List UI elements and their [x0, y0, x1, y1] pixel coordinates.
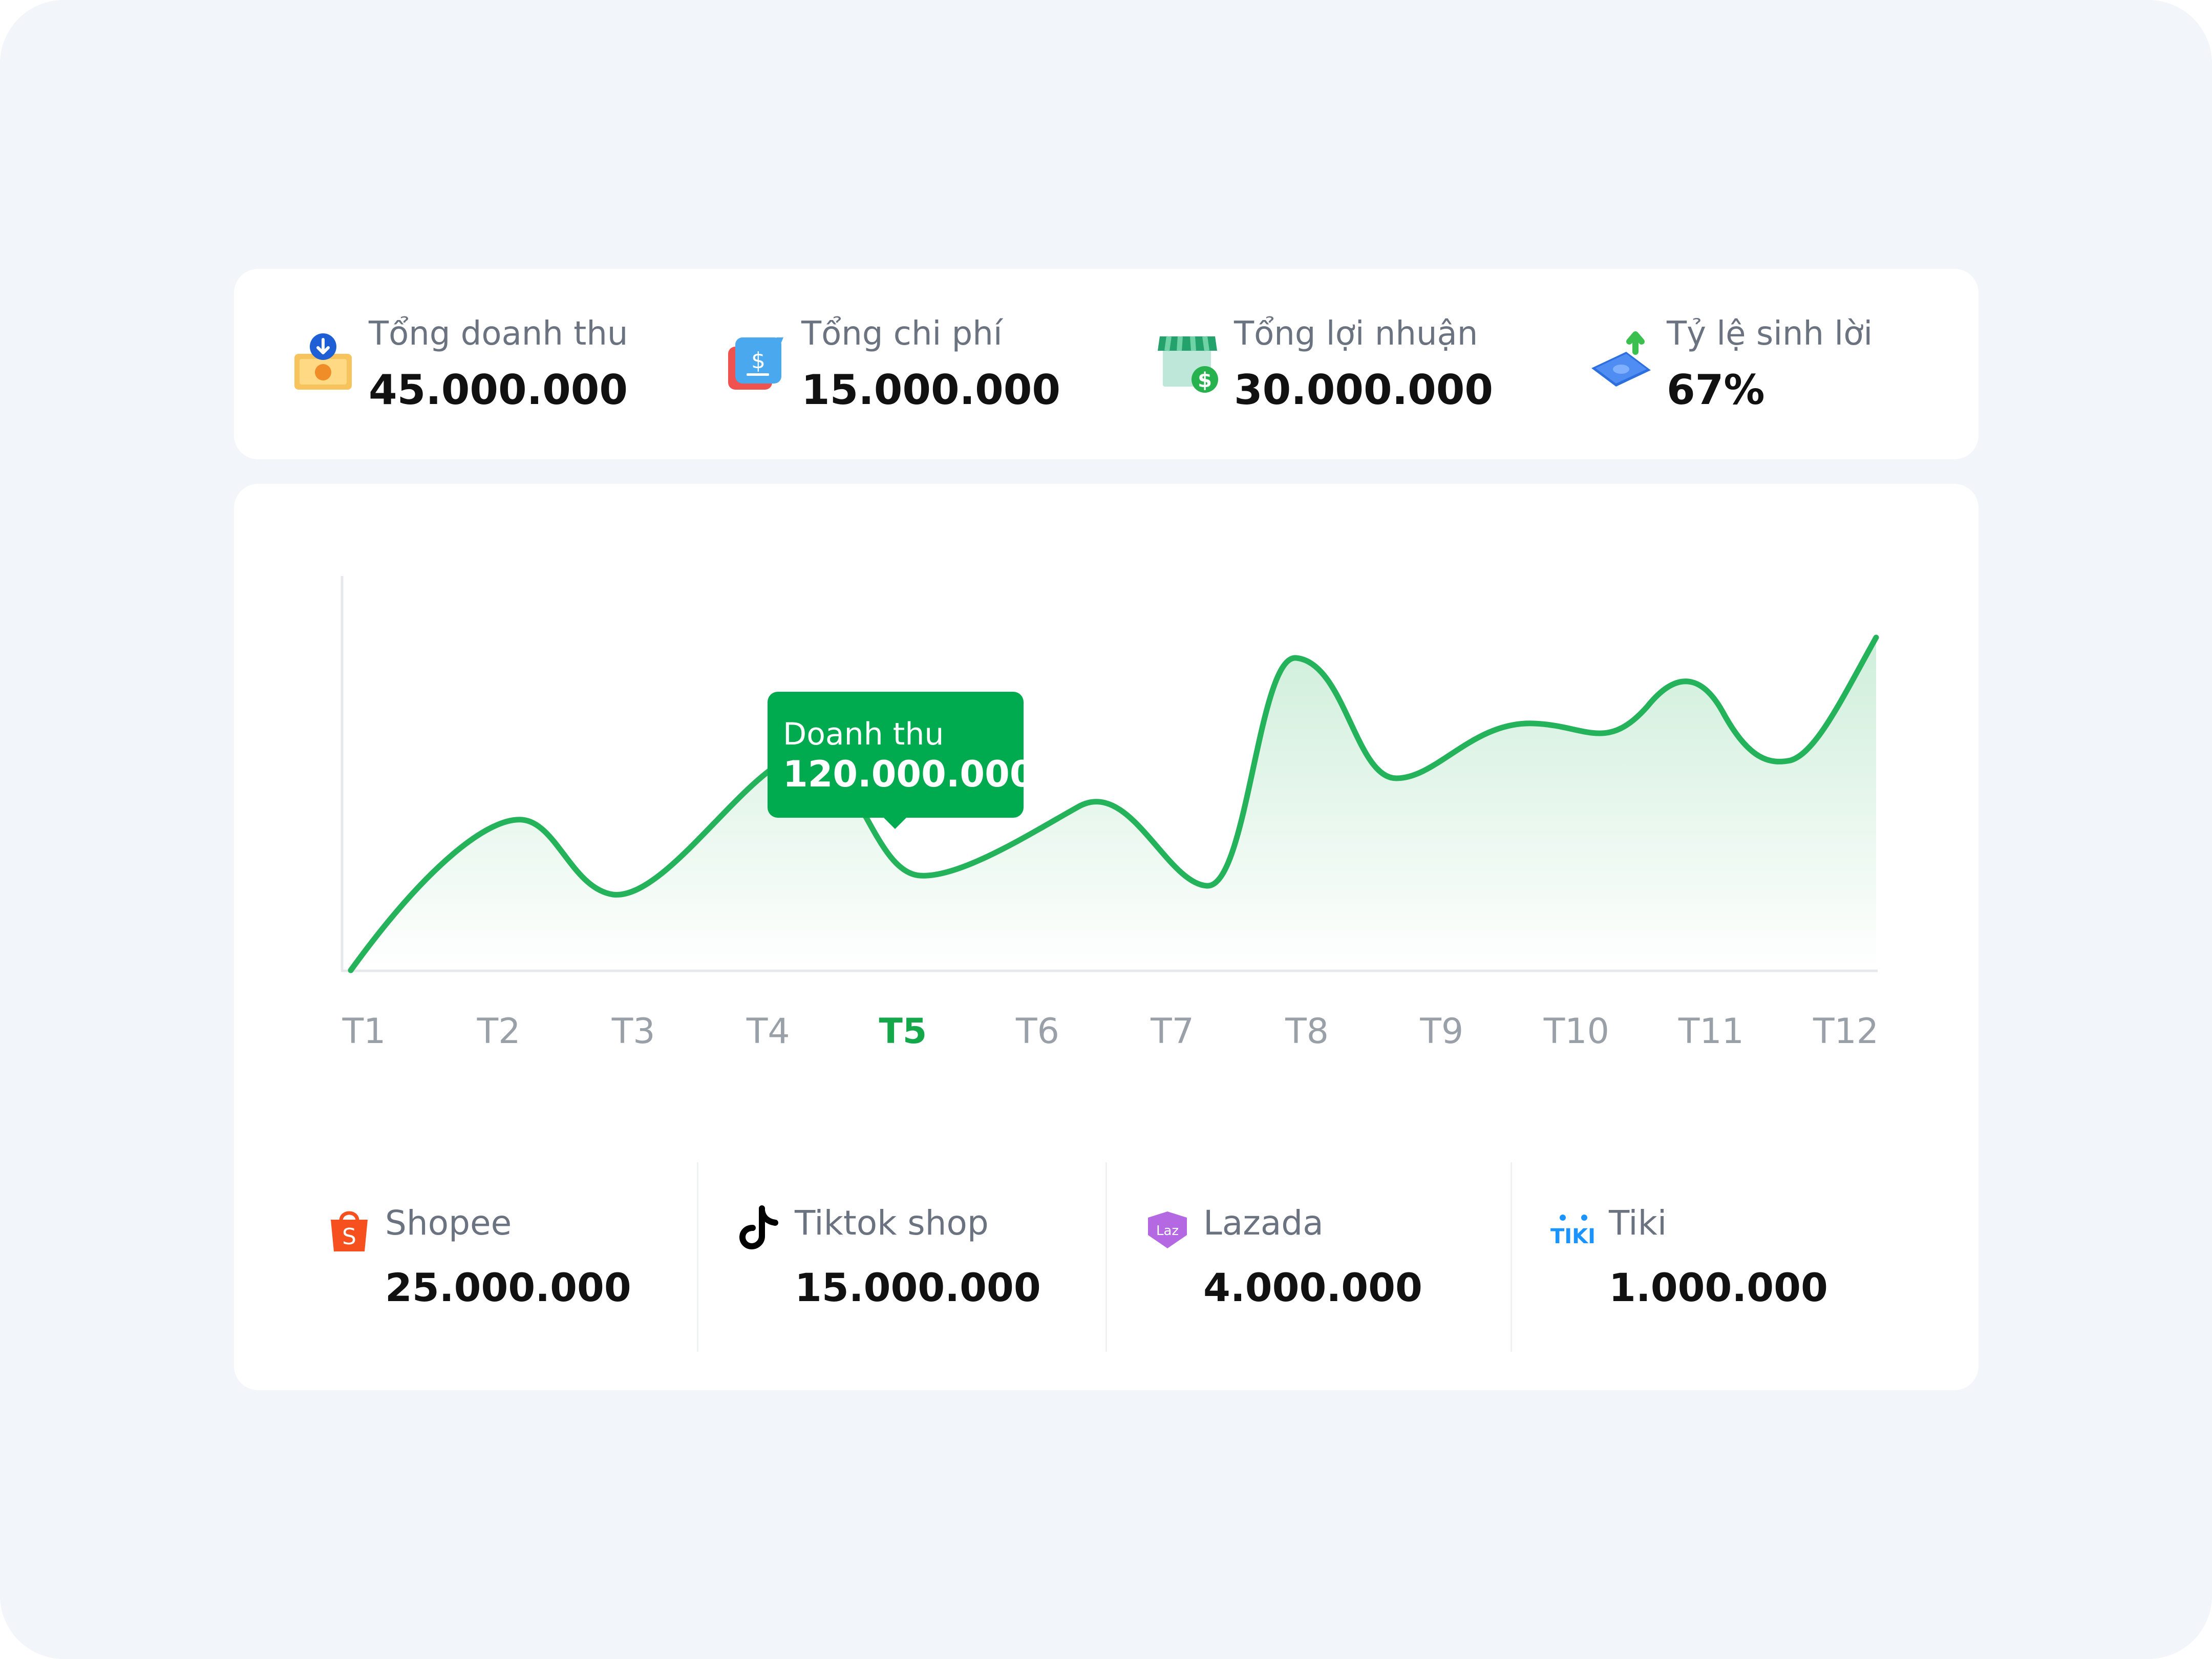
- svg-text:$: $: [1198, 369, 1212, 392]
- x-tick-label[interactable]: T6: [1015, 1011, 1059, 1052]
- svg-text:S: S: [342, 1224, 356, 1250]
- stat-value: 15.000.000: [801, 366, 1061, 414]
- platform-value: 4.000.000: [1203, 1265, 1422, 1310]
- revenue-icon: [294, 333, 352, 390]
- x-tick-label[interactable]: T9: [1419, 1011, 1463, 1052]
- stat-label: Tổng doanh thu: [369, 315, 628, 353]
- platform-value: 15.000.000: [795, 1265, 1041, 1310]
- x-tick-label[interactable]: T11: [1678, 1011, 1744, 1052]
- platform-value: 25.000.000: [385, 1265, 631, 1310]
- profit-store-icon: $: [1158, 336, 1218, 393]
- platform-value: 1.000.000: [1609, 1265, 1828, 1310]
- svg-text:Laz: Laz: [1156, 1223, 1179, 1239]
- x-tick-label[interactable]: T1: [342, 1011, 386, 1052]
- platform-name: Shopee: [385, 1203, 512, 1243]
- x-tick-label[interactable]: T10: [1543, 1011, 1609, 1052]
- x-tick-label[interactable]: T3: [611, 1011, 655, 1052]
- x-tick-label[interactable]: T5: [879, 1011, 927, 1052]
- tooltip-title: Doanh thu: [783, 716, 944, 752]
- tooltip-arrow: [883, 817, 907, 829]
- x-tick-label[interactable]: T12: [1813, 1011, 1879, 1052]
- platform-divider: [1511, 1162, 1512, 1352]
- lazada-icon: Laz: [1148, 1211, 1187, 1248]
- revenue-line: [348, 634, 1879, 973]
- x-tick-label[interactable]: T8: [1285, 1011, 1329, 1052]
- stats-card: Tổng doanh thu 45.000.000 $ Tổng chi phí…: [234, 269, 1979, 459]
- profit-rate-icon: [1591, 331, 1651, 387]
- x-tick-label[interactable]: T2: [477, 1011, 521, 1052]
- platform-divider: [697, 1162, 698, 1352]
- x-tick-label[interactable]: T7: [1150, 1011, 1194, 1052]
- tooltip-value: 120.000.000: [783, 753, 1035, 795]
- svg-text:TIKI: TIKI: [1550, 1225, 1596, 1248]
- tiki-icon: TIKI: [1550, 1215, 1596, 1248]
- stat-value: 45.000.000: [369, 366, 628, 414]
- stat-label: Tỷ lệ sinh lời: [1667, 315, 1873, 353]
- svg-text:$: $: [751, 348, 765, 374]
- platform-name: Lazada: [1203, 1203, 1324, 1243]
- stat-value: 30.000.000: [1234, 366, 1494, 414]
- cost-icon: $: [728, 337, 783, 390]
- stat-value: 67%: [1667, 366, 1765, 414]
- tiktok-icon: [739, 1205, 778, 1250]
- x-axis-ticks: T1 T2 T3 T4 T5 T6 T7 T8 T9 T10 T11 T12: [342, 1011, 1879, 1052]
- stat-label: Tổng chi phí: [801, 315, 1003, 353]
- revenue-chart-card: T1 T2 T3 T4 T5 T6 T7 T8 T9 T10 T11 T12 Doanh thu 12…: [234, 484, 1979, 1390]
- platform-name: Tiki: [1609, 1203, 1667, 1243]
- stat-label: Tổng lợi nhuận: [1234, 315, 1478, 353]
- platform-name: Tiktok shop: [795, 1203, 989, 1243]
- shopee-icon: S: [331, 1211, 368, 1251]
- platform-divider: [1105, 1162, 1107, 1352]
- revenue-chart: T1 T2 T3 T4 T5 T6 T7 T8 T9 T10 T11 T12: [341, 576, 1879, 1052]
- revenue-tooltip: Doanh thu 120.000.000: [768, 692, 1035, 829]
- x-tick-label[interactable]: T4: [746, 1011, 790, 1052]
- revenue-area-fill: [351, 637, 1876, 971]
